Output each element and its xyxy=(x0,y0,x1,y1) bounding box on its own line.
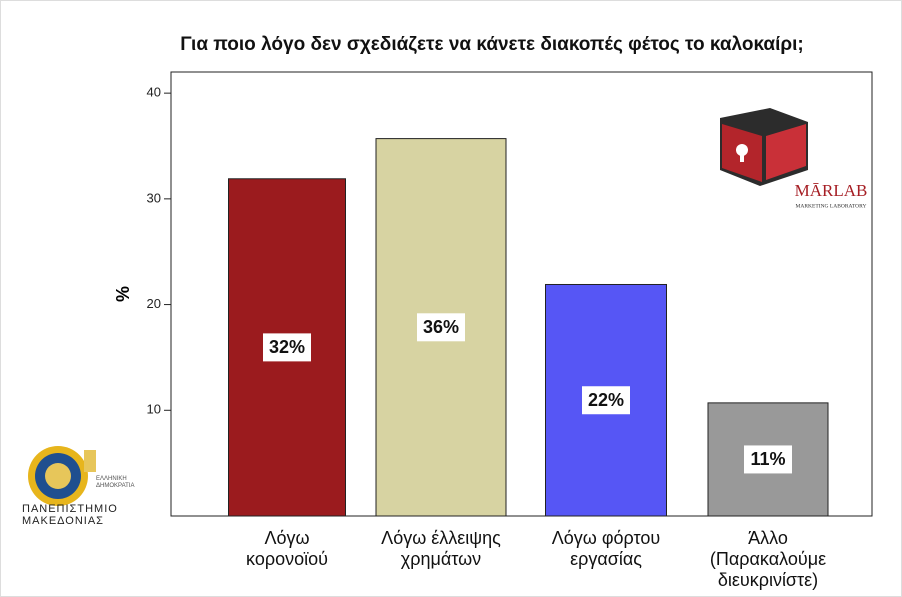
marlab-name: MĀRLAB xyxy=(795,181,868,200)
chart-title: Για ποιο λόγο δεν σχεδιάζετε να κάνετε δ… xyxy=(180,34,804,55)
value-label: 11% xyxy=(750,449,785,469)
value-label-box xyxy=(417,313,465,342)
marlab-sub: MARKETING LABORATORY xyxy=(796,203,867,209)
y-tick-label: 20 xyxy=(147,296,161,311)
marlab-logo: MĀRLAB MARKETING LABORATORY xyxy=(720,108,867,209)
university-logo xyxy=(28,446,96,506)
x-tick-label: Λόγω κορονοϊού xyxy=(246,528,328,569)
value-label: 32% xyxy=(269,337,305,357)
value-label: 36% xyxy=(423,317,459,337)
university-name: ΠΑΝΕΠΙΣΤΗΜΙΟ ΜΑΚΕΔΟΝΙΑΣ xyxy=(22,503,118,527)
y-tick-label: 40 xyxy=(147,85,161,100)
republic-name: ΕΛΛΗΝΙΚΗ ΔΗΜΟΚΡΑΤΙΑ xyxy=(96,476,135,489)
value-label-box xyxy=(582,386,630,415)
y-tick-label: 30 xyxy=(147,190,161,205)
value-label-box xyxy=(744,445,792,474)
value-label: 22% xyxy=(588,390,624,410)
x-tick-label: Άλλο (Παρακαλούμε διευκρινίστε) xyxy=(709,528,827,590)
y-axis-label: % xyxy=(113,286,133,302)
value-label-box xyxy=(263,333,311,362)
x-tick-label: Λόγω έλλειψης χρημάτων xyxy=(381,528,501,569)
x-tick-label: Λόγω φόρτου εργασίας xyxy=(551,528,661,569)
y-tick-label: 10 xyxy=(147,402,161,417)
